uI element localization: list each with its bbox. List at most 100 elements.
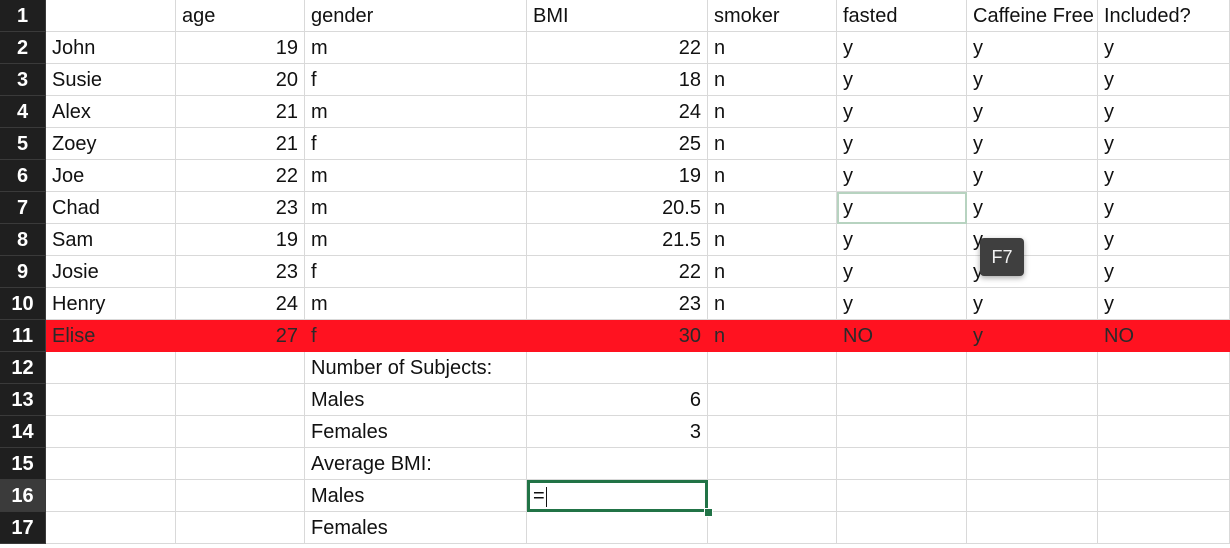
included-cell[interactable]: y — [1098, 192, 1230, 224]
empty-cell[interactable] — [46, 352, 176, 384]
summary-value-cell[interactable]: 6 — [527, 384, 708, 416]
included-cell[interactable]: y — [1098, 288, 1230, 320]
included-cell[interactable]: y — [1098, 64, 1230, 96]
fasted-cell[interactable]: y — [837, 32, 967, 64]
fasted-cell[interactable]: y — [837, 256, 967, 288]
row-header[interactable]: 15 — [0, 448, 46, 480]
smoker-cell[interactable]: n — [708, 320, 837, 352]
fasted-cell[interactable]: y — [837, 288, 967, 320]
included-cell[interactable]: y — [1098, 128, 1230, 160]
summary-label-cell[interactable]: Males — [305, 384, 527, 416]
summary-label-cell[interactable]: Average BMI: — [305, 448, 527, 480]
summary-value-cell[interactable] — [527, 512, 708, 544]
active-formula-cell[interactable]: = — [527, 480, 708, 512]
row-header[interactable]: 10 — [0, 288, 46, 320]
fasted-cell[interactable]: NO — [837, 320, 967, 352]
header-cell-caffeine-free[interactable]: Caffeine Free — [967, 0, 1098, 32]
age-cell[interactable]: 23 — [176, 256, 305, 288]
empty-cell[interactable] — [176, 384, 305, 416]
gender-cell[interactable]: f — [305, 64, 527, 96]
included-cell[interactable]: y — [1098, 160, 1230, 192]
empty-cell[interactable] — [837, 512, 967, 544]
gender-cell[interactable]: f — [305, 256, 527, 288]
empty-cell[interactable] — [967, 448, 1098, 480]
header-cell-included[interactable]: Included? — [1098, 0, 1230, 32]
empty-cell[interactable] — [708, 448, 837, 480]
name-cell[interactable]: Elise — [46, 320, 176, 352]
empty-cell[interactable] — [837, 352, 967, 384]
row-header[interactable]: 3 — [0, 64, 46, 96]
empty-cell[interactable] — [1098, 416, 1230, 448]
caffeine-cell[interactable]: y — [967, 128, 1098, 160]
empty-cell[interactable] — [967, 480, 1098, 512]
bmi-cell[interactable]: 22 — [527, 32, 708, 64]
empty-cell[interactable] — [837, 448, 967, 480]
empty-cell[interactable] — [176, 416, 305, 448]
empty-cell[interactable] — [708, 512, 837, 544]
included-cell[interactable]: y — [1098, 256, 1230, 288]
empty-cell[interactable] — [708, 352, 837, 384]
included-cell[interactable]: NO — [1098, 320, 1230, 352]
summary-label-cell[interactable]: Females — [305, 512, 527, 544]
empty-cell[interactable] — [176, 448, 305, 480]
row-header[interactable]: 4 — [0, 96, 46, 128]
bmi-cell[interactable]: 24 — [527, 96, 708, 128]
empty-cell[interactable] — [967, 352, 1098, 384]
name-cell[interactable]: Sam — [46, 224, 176, 256]
gender-cell[interactable]: m — [305, 288, 527, 320]
name-cell[interactable]: Alex — [46, 96, 176, 128]
gender-cell[interactable]: m — [305, 224, 527, 256]
smoker-cell[interactable]: n — [708, 224, 837, 256]
empty-cell[interactable] — [46, 512, 176, 544]
age-cell[interactable]: 19 — [176, 224, 305, 256]
name-cell[interactable]: John — [46, 32, 176, 64]
row-header[interactable]: 13 — [0, 384, 46, 416]
fasted-cell[interactable]: y — [837, 96, 967, 128]
bmi-cell[interactable]: 23 — [527, 288, 708, 320]
empty-cell[interactable] — [1098, 384, 1230, 416]
included-cell[interactable]: y — [1098, 96, 1230, 128]
smoker-cell[interactable]: n — [708, 160, 837, 192]
name-cell[interactable]: Susie — [46, 64, 176, 96]
row-header[interactable]: 6 — [0, 160, 46, 192]
bmi-cell[interactable]: 22 — [527, 256, 708, 288]
empty-cell[interactable] — [967, 416, 1098, 448]
row-header[interactable]: 8 — [0, 224, 46, 256]
gender-cell[interactable]: f — [305, 320, 527, 352]
row-header[interactable]: 11 — [0, 320, 46, 352]
empty-cell[interactable] — [46, 448, 176, 480]
empty-cell[interactable] — [967, 384, 1098, 416]
summary-label-cell[interactable]: Females — [305, 416, 527, 448]
bmi-cell[interactable]: 20.5 — [527, 192, 708, 224]
fasted-cell[interactable]: y — [837, 160, 967, 192]
fasted-cell-selected[interactable]: y — [837, 192, 967, 224]
empty-cell[interactable] — [176, 480, 305, 512]
empty-cell[interactable] — [967, 512, 1098, 544]
bmi-cell[interactable]: 21.5 — [527, 224, 708, 256]
smoker-cell[interactable]: n — [708, 128, 837, 160]
empty-cell[interactable] — [708, 416, 837, 448]
row-header[interactable]: 5 — [0, 128, 46, 160]
age-cell[interactable]: 23 — [176, 192, 305, 224]
caffeine-cell[interactable]: y — [967, 192, 1098, 224]
caffeine-cell[interactable]: y — [967, 64, 1098, 96]
header-cell-smoker[interactable]: smoker — [708, 0, 837, 32]
gender-cell[interactable]: m — [305, 192, 527, 224]
gender-cell[interactable]: f — [305, 128, 527, 160]
age-cell[interactable]: 24 — [176, 288, 305, 320]
empty-cell[interactable] — [46, 480, 176, 512]
empty-cell[interactable] — [46, 384, 176, 416]
bmi-cell[interactable]: 30 — [527, 320, 708, 352]
row-header[interactable]: 17 — [0, 512, 46, 544]
row-header[interactable]: 2 — [0, 32, 46, 64]
bmi-cell[interactable]: 19 — [527, 160, 708, 192]
empty-cell[interactable] — [1098, 448, 1230, 480]
gender-cell[interactable]: m — [305, 96, 527, 128]
caffeine-cell[interactable]: y — [967, 160, 1098, 192]
age-cell[interactable]: 22 — [176, 160, 305, 192]
row-header[interactable]: 12 — [0, 352, 46, 384]
fill-handle[interactable] — [704, 508, 713, 517]
age-cell[interactable]: 19 — [176, 32, 305, 64]
bmi-cell[interactable]: 25 — [527, 128, 708, 160]
empty-cell[interactable] — [837, 384, 967, 416]
